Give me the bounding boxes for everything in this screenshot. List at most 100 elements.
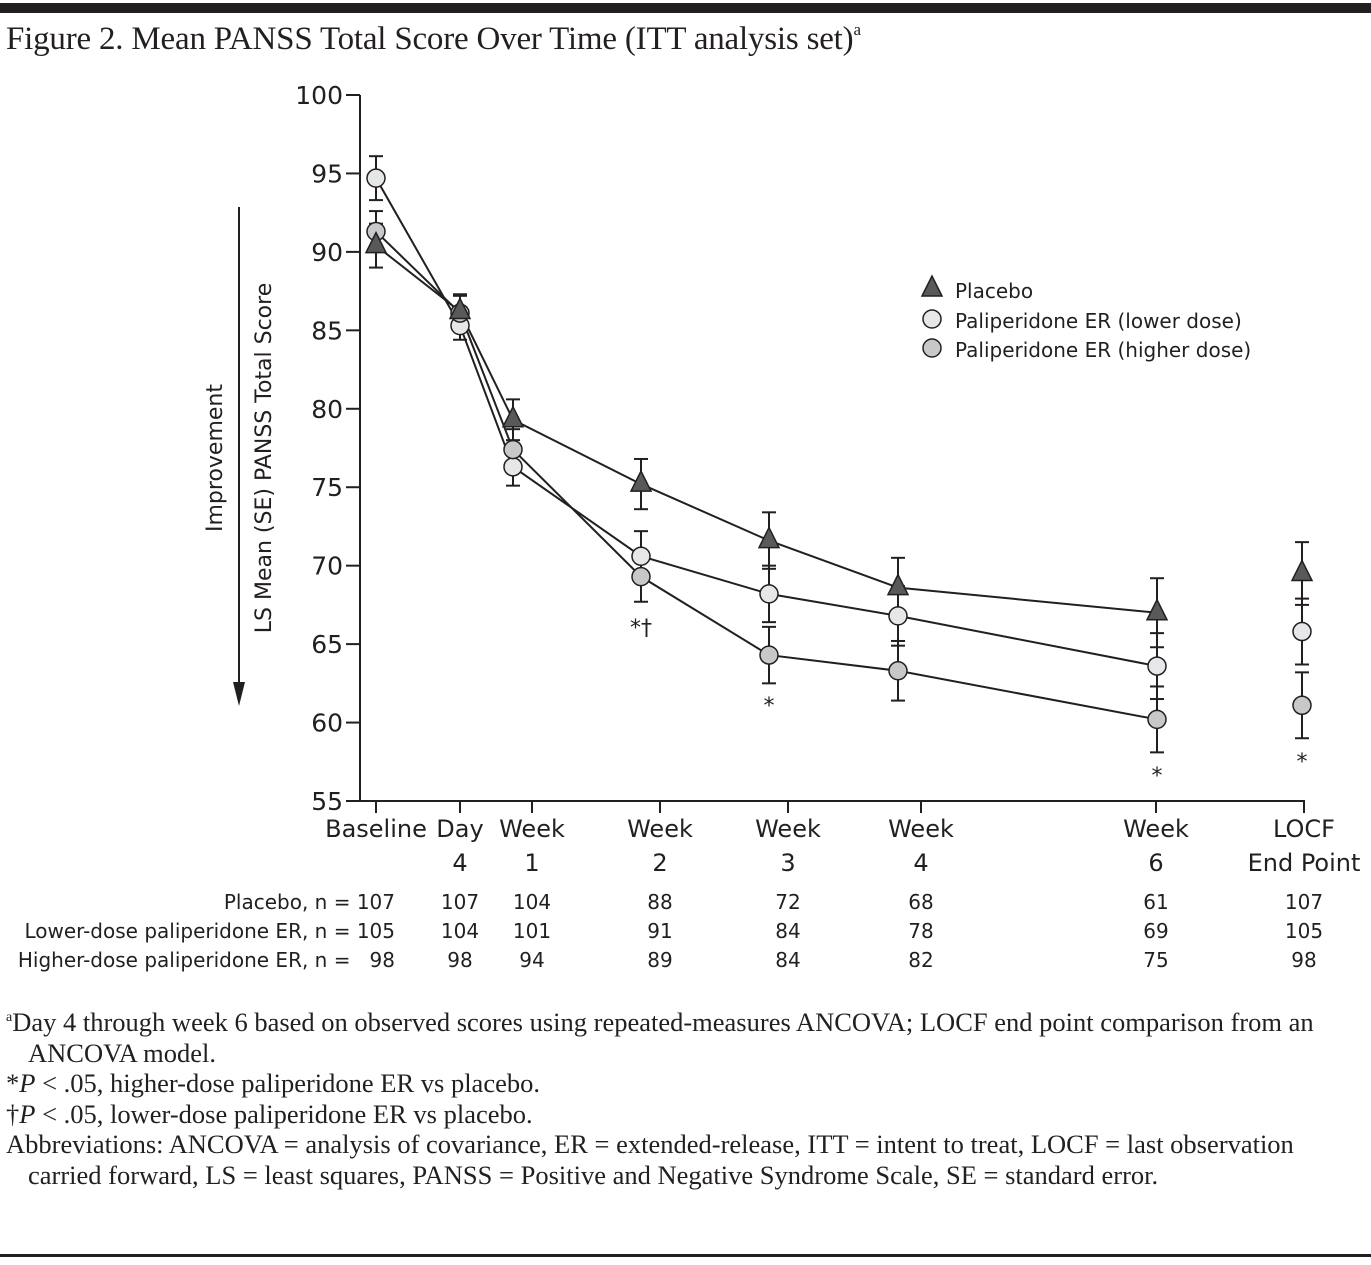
data-point-lower-dose <box>366 168 386 188</box>
footnote-abbreviations: Abbreviations: ANCOVA = analysis of cova… <box>6 1129 1368 1190</box>
significance-marker: * <box>764 694 775 719</box>
legend-marker-0 <box>920 274 944 297</box>
data-point-placebo <box>886 572 910 596</box>
footnote-star-marker: * <box>6 1068 20 1098</box>
legend-marker-2 <box>922 338 942 358</box>
top-rule <box>0 3 1371 13</box>
n-table-row-label: Higher-dose paliperidone ER, n = 98 <box>17 948 395 972</box>
data-point-higher-dose <box>888 661 908 681</box>
n-table-cell: 91 <box>647 919 673 943</box>
y-tick-label: 75 <box>311 473 343 502</box>
data-point-lower-dose <box>503 457 523 477</box>
data-point-lower-dose <box>759 584 779 604</box>
footnote-a-text: Day 4 through week 6 based on observed s… <box>12 1007 1314 1068</box>
legend-marker-1 <box>922 309 942 329</box>
line-chart: 55 60 65 70 75 80 85 90 95 100 Baseline Day 4 Week 1 We… <box>203 81 1360 877</box>
x-tick-label: Week <box>499 815 565 843</box>
improvement-label: Improvement <box>203 384 228 532</box>
y-tick-label: 70 <box>311 552 343 581</box>
n-table-row-label: Placebo, n = 107 <box>223 890 395 914</box>
n-table-cell: 104 <box>440 919 480 943</box>
series-lines <box>375 177 1158 721</box>
footnote-star-p: P <box>19 1068 36 1098</box>
n-at-risk-table: Placebo, n = 107 107 104 88 72 68 61 107 Lower-d… <box>0 888 1371 988</box>
x-tick-label: Week <box>627 815 693 843</box>
x-tick-label-line2: End Point <box>1248 849 1361 877</box>
footnote-star-text: < .05, higher-dose paliperidone ER vs pl… <box>35 1068 540 1098</box>
x-tick-label-line2: 2 <box>652 849 667 877</box>
legend-label-2: Paliperidone ER (higher dose) <box>955 338 1251 362</box>
y-tick-label: 95 <box>311 159 343 188</box>
data-point-placebo <box>501 405 525 428</box>
data-point-higher-dose <box>631 566 651 587</box>
data-point-higher-dose <box>759 645 779 665</box>
footnote-abbreviations-text: Abbreviations: ANCOVA = analysis of cova… <box>6 1129 1294 1190</box>
figure-title-text: Figure 2. Mean PANSS Total Score Over Ti… <box>6 21 854 57</box>
n-table-cell: 98 <box>1291 948 1317 972</box>
x-tick-label-line2: 6 <box>1148 849 1163 877</box>
n-table-cell: 107 <box>1284 890 1324 914</box>
footnote-dagger-p: P <box>19 1098 36 1129</box>
footnote-star: *P < .05, higher-dose paliperidone ER vs… <box>6 1068 1368 1099</box>
axes: 55 60 65 70 75 80 85 90 95 100 Baseline Day 4 Week 1 We… <box>295 81 1360 877</box>
n-table-cell: 69 <box>1143 919 1169 943</box>
significance-annotations: *† * * * <box>630 616 1308 789</box>
data-point-lower-dose <box>888 606 908 626</box>
y-tick-label: 65 <box>311 630 343 659</box>
data-point-lower-dose <box>1147 656 1167 676</box>
n-table-cell: 94 <box>519 948 545 972</box>
y-axis-label: LS Mean (SE) PANSS Total Score <box>252 283 277 633</box>
data-point-placebo <box>629 469 653 492</box>
y-tick-label: 85 <box>311 316 343 345</box>
legend-label-0: Placebo <box>955 279 1033 303</box>
legend-label-1: Paliperidone ER (lower dose) <box>955 309 1242 333</box>
n-table-cell: 89 <box>647 948 673 972</box>
data-point-higher-dose <box>503 439 523 460</box>
significance-marker: *† <box>630 616 652 641</box>
footnotes: aDay 4 through week 6 based on observed … <box>6 1003 1368 1190</box>
x-tick-label-line2: 1 <box>524 849 539 877</box>
n-table-cell: 78 <box>908 919 934 943</box>
footnote-dagger: †P < .05, lower-dose paliperidone ER vs … <box>6 1099 1368 1130</box>
data-point-placebo <box>1145 598 1169 621</box>
x-tick-label: Week <box>755 815 821 843</box>
data-point-lower-dose <box>631 546 651 567</box>
significance-marker: * <box>1297 750 1308 775</box>
data-point-placebo <box>757 525 781 549</box>
n-table-cell: 104 <box>512 890 552 914</box>
y-tick-label: 90 <box>311 238 343 267</box>
n-table-cell: 101 <box>512 919 552 943</box>
n-table-cell: 84 <box>775 948 801 972</box>
footnote-dagger-text: < .05, lower-dose paliperidone ER vs pla… <box>35 1098 533 1129</box>
significance-marker: * <box>1152 764 1163 789</box>
x-tick-label: Week <box>1123 815 1189 843</box>
n-table-cell: 105 <box>1284 919 1324 943</box>
data-point-placebo <box>364 230 388 254</box>
n-table-row-label: Lower-dose paliperidone ER, n = 105 <box>24 919 395 943</box>
x-tick-label-line2: 4 <box>452 849 467 877</box>
x-tick-label: LOCF <box>1273 815 1335 843</box>
data-point-lower-dose <box>1292 621 1312 642</box>
x-tick-label-line2: 4 <box>913 849 928 877</box>
data-point-placebo <box>1290 558 1314 582</box>
figure-title-footnote-marker: a <box>853 20 861 39</box>
footnote-dagger-marker: † <box>6 1098 20 1129</box>
x-tick-label: Week <box>888 815 954 843</box>
data-point-higher-dose <box>1292 695 1312 716</box>
n-table-cell: 107 <box>440 890 480 914</box>
n-table-cell: 98 <box>447 948 473 972</box>
n-table-cell: 75 <box>1143 948 1169 972</box>
y-tick-label: 80 <box>311 395 343 424</box>
n-table-cell: 82 <box>908 948 934 972</box>
improvement-arrowhead <box>233 682 245 706</box>
n-table-cell: 88 <box>647 890 673 914</box>
y-axis-label-group: Improvement LS Mean (SE) PANSS Total Sco… <box>203 207 277 706</box>
x-tick-label-line2: 3 <box>780 849 795 877</box>
n-table-cell: 68 <box>908 890 934 914</box>
data-point-placebo <box>448 296 472 320</box>
figure-title: Figure 2. Mean PANSS Total Score Over Ti… <box>6 20 861 58</box>
y-tick-label: 55 <box>311 787 343 816</box>
series-line-0 <box>375 244 1158 614</box>
n-table-cell: 72 <box>775 890 801 914</box>
bottom-rule <box>0 1254 1371 1257</box>
